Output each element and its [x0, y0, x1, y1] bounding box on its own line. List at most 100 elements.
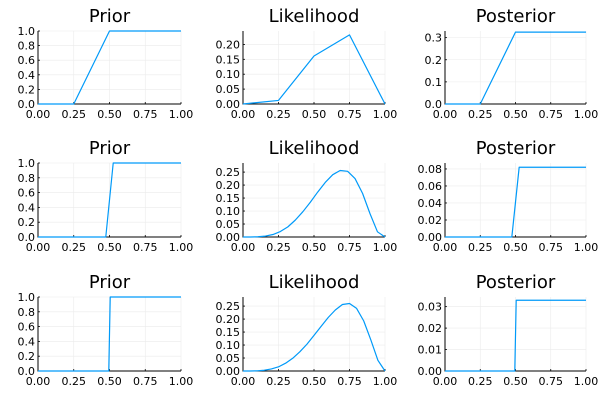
y-tick-label: 0.1 — [425, 76, 443, 89]
y-tick-label: 0.02 — [418, 322, 443, 335]
x-tick-label: 0.75 — [337, 375, 362, 388]
y-tick-label: 0.4 — [18, 201, 36, 214]
y-tick-label: 0.03 — [418, 301, 443, 314]
y-tick-label: 0.00 — [216, 365, 241, 378]
y-tick-label: 0.10 — [216, 68, 241, 81]
x-tick-label: 0.75 — [539, 241, 564, 254]
y-tick-label: 0.0 — [425, 98, 443, 111]
y-tick-label: 0.8 — [18, 306, 36, 319]
x-tick-label: 0.00 — [26, 375, 51, 388]
x-tick-label: 0.25 — [468, 241, 493, 254]
y-tick-label: 0.00 — [418, 231, 443, 244]
x-tick-label: 0.75 — [539, 108, 564, 121]
y-tick-label: 0.15 — [216, 192, 241, 205]
y-tick-label: 0.02 — [418, 214, 443, 227]
x-tick-label: 0.00 — [26, 241, 51, 254]
x-tick-label: 0.25 — [468, 108, 493, 121]
x-tick-label: 0.50 — [97, 241, 122, 254]
x-tick-label: 0.00 — [433, 375, 458, 388]
x-tick-label: 0.00 — [231, 375, 256, 388]
x-tick-label: 0.00 — [231, 241, 256, 254]
chart-title: Likelihood — [269, 138, 360, 159]
x-tick-label: 1.00 — [169, 108, 194, 121]
x-tick-label: 0.75 — [133, 241, 158, 254]
series-line — [242, 34, 386, 105]
y-tick-label: 0.10 — [216, 205, 241, 218]
y-tick-label: 0.00 — [216, 231, 241, 244]
y-tick-label: 0.25 — [216, 166, 241, 179]
x-tick-label: 0.75 — [133, 375, 158, 388]
y-tick-label: 0.4 — [18, 69, 36, 82]
x-tick-label: 1.00 — [574, 108, 599, 121]
y-tick-label: 0.10 — [216, 339, 241, 352]
y-tick-label: 0.0 — [18, 365, 36, 378]
y-tick-label: 0.20 — [216, 38, 241, 51]
x-tick-label: 0.25 — [266, 375, 291, 388]
x-tick-label: 0.00 — [231, 108, 256, 121]
chart-title: Likelihood — [269, 6, 360, 27]
y-tick-label: 1.0 — [18, 291, 36, 304]
y-tick-label: 0.20 — [216, 313, 241, 326]
x-tick-label: 0.75 — [337, 108, 362, 121]
series-line — [445, 299, 586, 372]
y-tick-label: 0.0 — [18, 231, 36, 244]
x-tick-label: 0.25 — [62, 108, 87, 121]
chart-title: Posterior — [476, 138, 556, 159]
x-tick-label: 0.75 — [133, 108, 158, 121]
x-tick-label: 1.00 — [169, 241, 194, 254]
x-tick-label: 0.00 — [26, 108, 51, 121]
series-line — [242, 169, 386, 238]
x-tick-label: 0.50 — [302, 241, 327, 254]
y-tick-label: 0.20 — [216, 179, 241, 192]
y-tick-label: 0.2 — [18, 216, 36, 229]
y-tick-label: 0.04 — [418, 197, 443, 210]
y-tick-label: 0.05 — [216, 352, 241, 365]
series-line — [242, 302, 386, 372]
y-tick-label: 0.2 — [18, 83, 36, 96]
x-tick-label: 0.50 — [503, 241, 528, 254]
y-tick-label: 0.6 — [18, 321, 36, 334]
y-tick-label: 0.2 — [425, 54, 443, 67]
x-tick-label: 0.50 — [302, 108, 327, 121]
y-tick-label: 0.6 — [18, 54, 36, 67]
y-tick-label: 0.4 — [18, 335, 36, 348]
y-tick-label: 0.3 — [425, 32, 443, 45]
y-tick-label: 0.15 — [216, 326, 241, 339]
y-tick-label: 0.8 — [18, 172, 36, 185]
x-tick-label: 0.25 — [62, 241, 87, 254]
x-tick-label: 1.00 — [574, 241, 599, 254]
y-tick-label: 0.25 — [216, 300, 241, 313]
series-line — [445, 166, 586, 238]
x-tick-label: 1.00 — [373, 241, 398, 254]
chart-title: Prior — [89, 138, 131, 159]
y-tick-label: 0.05 — [216, 218, 241, 231]
x-tick-label: 1.00 — [169, 375, 194, 388]
series-line — [38, 296, 181, 372]
x-tick-label: 0.50 — [503, 108, 528, 121]
x-tick-label: 0.50 — [302, 375, 327, 388]
y-tick-label: 0.2 — [18, 350, 36, 363]
x-tick-label: 1.00 — [574, 375, 599, 388]
x-tick-label: 0.00 — [433, 241, 458, 254]
x-tick-label: 1.00 — [373, 375, 398, 388]
chart-title: Likelihood — [269, 272, 360, 293]
x-tick-label: 0.00 — [433, 108, 458, 121]
x-tick-label: 1.00 — [373, 108, 398, 121]
y-tick-label: 0.6 — [18, 187, 36, 200]
x-tick-label: 0.75 — [539, 375, 564, 388]
x-tick-label: 0.25 — [266, 241, 291, 254]
y-tick-label: 0.06 — [418, 180, 443, 193]
chart-title: Posterior — [476, 6, 556, 27]
series-line — [38, 162, 181, 238]
series-line — [38, 30, 181, 105]
chart-title: Prior — [89, 6, 131, 27]
x-tick-label: 0.50 — [97, 375, 122, 388]
y-tick-label: 0.0 — [18, 98, 36, 111]
chart-title: Prior — [89, 272, 131, 293]
y-tick-label: 0.08 — [418, 163, 443, 176]
x-tick-label: 0.25 — [266, 108, 291, 121]
y-tick-label: 1.0 — [18, 157, 36, 170]
chart-title: Posterior — [476, 272, 556, 293]
y-tick-label: 0.00 — [418, 365, 443, 378]
